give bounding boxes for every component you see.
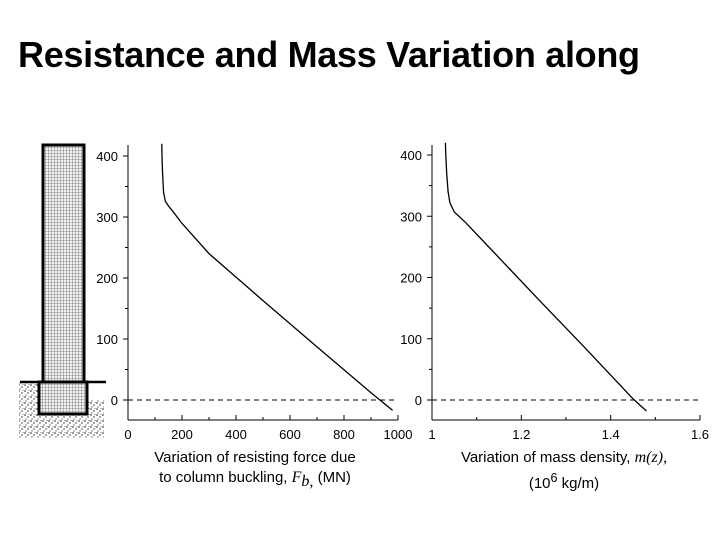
right-x-tick-label: 1 [428,427,435,442]
force-subscript: b, [301,473,314,490]
right-x-tick-label: 1.6 [691,427,709,442]
left-y-tick-label: 200 [96,271,118,286]
force-symbol: F [291,469,302,486]
right-x-tick-label: 1.4 [602,427,620,442]
left-x-tick-label: 400 [225,427,247,442]
chart-resisting-force: 0 100 200 300 400 0 200 400 600 800 1000 [96,143,413,442]
column-base [37,380,89,416]
resisting-force-line [161,143,394,411]
mass-symbol: m(z), [634,449,668,466]
right-caption-line2: (106 kg/m) [528,471,600,492]
left-x-tick-label: 0 [124,427,131,442]
left-y-tick-label: 400 [96,149,118,164]
column-shaft [41,143,86,385]
right-y-tick-label: 100 [400,332,422,347]
right-y-tick-label: 400 [400,148,422,163]
right-chart-caption: Variation of mass density, m(z), (106 kg… [428,448,700,494]
left-x-tick-label: 200 [171,427,193,442]
right-y-tick-label: 300 [400,209,422,224]
left-y-tick-label: 300 [96,210,118,225]
left-caption-line1: Variation of resisting force due [154,449,356,466]
mass-density-line [444,142,647,412]
left-chart-caption: Variation of resisting force due to colu… [120,448,390,492]
right-caption-line1: Variation of mass density, m(z), [460,449,668,466]
unit-exponent: 6 [550,471,558,485]
left-caption-line2: to column buckling, Fb, (MN) [159,469,351,490]
right-y-tick-label: 200 [400,271,422,286]
chart-mass-density: 0 100 200 300 400 1 1.2 1.4 1.6 [400,142,709,442]
left-x-tick-label: 800 [333,427,355,442]
right-y-tick-label: 0 [415,393,422,408]
column-schematic [19,143,106,438]
left-y-tick-label: 0 [111,393,118,408]
left-x-tick-label: 600 [279,427,301,442]
left-x-tick-label: 1000 [384,427,413,442]
page-title: Resistance and Mass Variation along [18,34,640,75]
left-y-tick-label: 100 [96,332,118,347]
right-x-tick-label: 1.2 [512,427,530,442]
